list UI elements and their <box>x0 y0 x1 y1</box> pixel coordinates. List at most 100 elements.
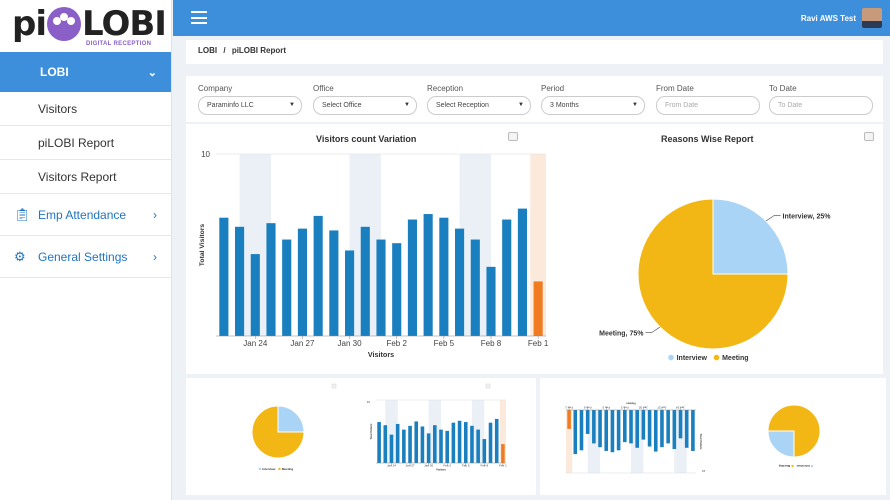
office-select-value: Select Office <box>322 102 362 109</box>
bar <box>573 410 578 455</box>
y-axis-label: Total Visitors <box>699 434 703 450</box>
sidebar-item-general-settings[interactable]: ⚙ General Settings › <box>0 236 171 278</box>
x-tick-label: Jan 24 <box>387 464 396 468</box>
bar <box>660 410 664 448</box>
legend-swatch <box>258 467 262 471</box>
reception-select-value: Select Reception <box>436 102 489 109</box>
breadcrumb-root[interactable]: LOBI <box>198 46 218 55</box>
to-date-input[interactable]: To Date <box>769 96 873 115</box>
x-tick-label: Jan 27 <box>657 406 666 410</box>
pie-slice-meeting <box>251 405 305 459</box>
bar <box>517 208 527 336</box>
period-label: Period <box>541 84 565 93</box>
bar <box>598 410 602 448</box>
bar <box>297 228 307 336</box>
bar <box>439 217 449 336</box>
bar <box>647 410 652 447</box>
brand-logo-pi: pi <box>12 4 47 44</box>
breadcrumb: LOBI / piLOBI Report <box>186 40 883 64</box>
caret-down-icon: ▼ <box>632 102 638 108</box>
sidebar-item-lobi-label: LOBI <box>40 65 69 79</box>
x-tick-label: Feb 1 <box>565 406 573 410</box>
x-tick-label: Jan 30 <box>338 339 363 348</box>
bar <box>219 217 229 336</box>
chart-menu-button[interactable] <box>864 132 874 141</box>
bar <box>494 418 499 463</box>
to-date-label: To Date <box>769 84 797 93</box>
pie-label-leader <box>645 326 661 333</box>
caret-down-icon: ▼ <box>289 102 295 108</box>
reception-select[interactable]: Select Reception ▼ <box>427 96 531 115</box>
y-axis-label: Total Visitors <box>199 224 206 267</box>
x-tick-label: Feb 5 <box>602 406 610 410</box>
chart-menu-button <box>485 383 491 389</box>
preview-panel-left: Interview Meeting 10 Jan 24 Jan 27 Jan 30 Feb … <box>186 378 536 495</box>
x-tick-label: Feb 5 <box>462 464 470 468</box>
sidebar-item-emp-attendance[interactable]: 📋︎ Emp Attendance › <box>0 194 171 236</box>
sidebar-item-visitors-report[interactable]: Visitors Report <box>0 160 171 194</box>
y-axis-label: Total Visitors <box>369 423 373 439</box>
bar <box>282 239 292 336</box>
x-tick-label: Jan 27 <box>290 339 315 348</box>
bar <box>684 410 689 448</box>
pie-slice-interview <box>712 198 789 275</box>
company-select-value: Paraminfo LLC <box>207 102 254 109</box>
brand-tagline: DIGITAL RECEPTION <box>86 41 152 47</box>
bar <box>426 433 431 463</box>
legend-swatch <box>668 354 674 361</box>
gears-icon: ⚙ <box>14 248 26 264</box>
bar <box>567 410 571 429</box>
bar <box>579 410 584 451</box>
bar <box>666 410 670 444</box>
x-tick-label: Feb 8 <box>583 406 591 410</box>
from-date-label: From Date <box>656 84 694 93</box>
reception-filter: Reception Select Reception ▼ <box>427 84 531 115</box>
bar-chart-band <box>499 400 506 463</box>
period-select[interactable]: 3 Months ▼ <box>541 96 645 115</box>
office-select[interactable]: Select Office ▼ <box>313 96 417 115</box>
chart-menu-button[interactable] <box>508 132 518 141</box>
company-select[interactable]: Paraminfo LLC ▼ <box>198 96 302 115</box>
preview-panel-right: Interview Meeting 10 Jan 24 Jan 27 Jan 30 Feb … <box>540 378 886 495</box>
sidebar-item-pilobi-report[interactable]: piLOBI Report <box>0 126 171 160</box>
pie-data-label: Meeting, 75% <box>599 331 644 338</box>
company-filter: Company Paraminfo LLC ▼ <box>198 84 302 115</box>
bar <box>395 423 400 463</box>
pie-data-label: Interview, 25% <box>783 213 832 220</box>
period-select-value: 3 Months <box>550 102 579 109</box>
bar <box>389 434 394 463</box>
bar <box>420 426 425 463</box>
avatar[interactable] <box>862 8 882 28</box>
legend-swatch <box>278 467 281 471</box>
hamburger-menu-icon[interactable] <box>191 11 207 24</box>
user-name[interactable]: Ravi AWS Test <box>800 14 856 23</box>
bar <box>345 250 355 336</box>
bar <box>470 425 474 463</box>
bar <box>482 439 487 463</box>
x-tick-label: Feb 2 <box>621 406 629 410</box>
bar <box>360 226 370 336</box>
bar <box>250 254 260 336</box>
from-date-input[interactable]: From Date <box>656 96 760 115</box>
sidebar: pi LOBI DIGITAL RECEPTION LOBI ⌄ Visitor… <box>0 0 172 500</box>
preview-charts-svg: Interview Meeting 10 Jan 24 Jan 27 Jan 30 Feb … <box>565 402 821 474</box>
bar-chart-band <box>674 410 687 473</box>
bar <box>672 410 677 450</box>
charts-svg: 10 Jan 24 Jan 27 Jan 30 Feb 2 Feb 5 Feb 8 Feb 1… <box>199 150 832 362</box>
sidebar-item-lobi[interactable]: LOBI ⌄ <box>0 52 171 92</box>
bar <box>408 425 412 463</box>
bar <box>486 266 496 336</box>
legend-item: Interview <box>262 467 276 471</box>
bar <box>635 410 639 448</box>
bar <box>641 410 646 440</box>
x-axis-label: Visitors <box>626 402 636 406</box>
to-date-filter: To Date To Date <box>769 84 873 115</box>
caret-down-icon: ▼ <box>518 102 524 108</box>
chart-menu-button <box>331 383 337 389</box>
chevron-right-icon: › <box>153 249 157 264</box>
bar <box>392 243 402 336</box>
bar <box>414 421 419 463</box>
legend-swatch <box>810 464 814 468</box>
legend-item: Meeting <box>722 355 748 362</box>
sidebar-item-visitors[interactable]: Visitors <box>0 92 171 126</box>
